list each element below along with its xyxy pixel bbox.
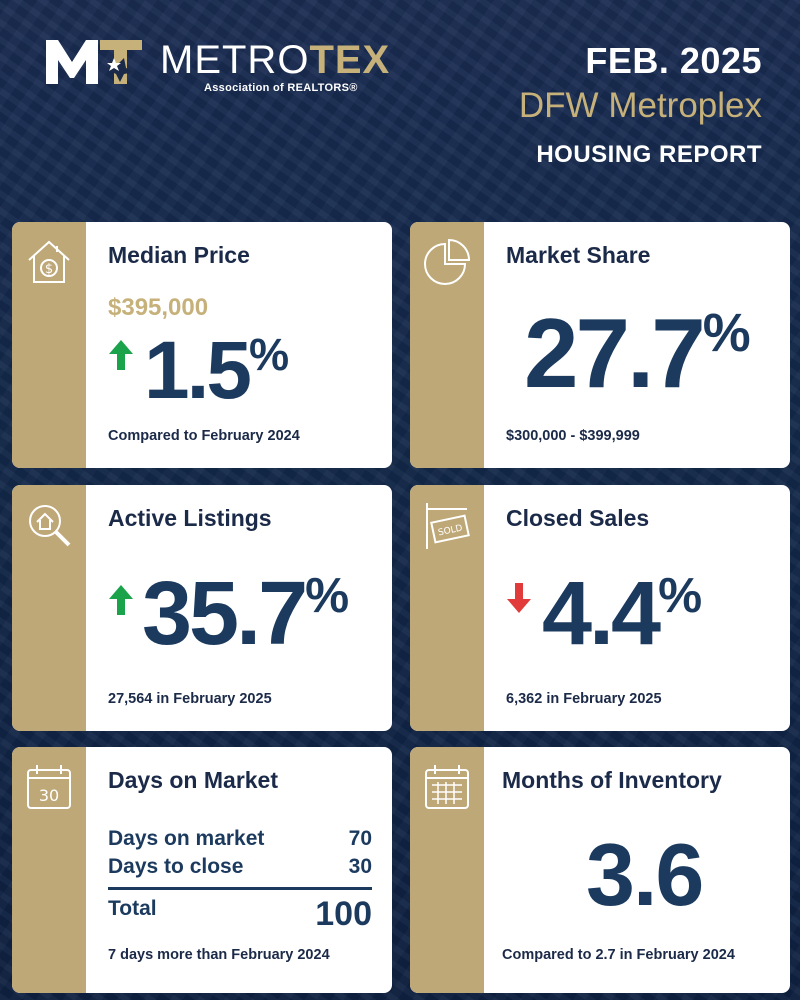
metrotex-logo: METROTEX Association of REALTORS® <box>44 36 389 94</box>
active-listings-card: Active Listings 35.7% 27,564 in February… <box>12 485 392 731</box>
card-footnote: Compared to 2.7 in February 2024 <box>502 947 735 963</box>
metrotex-logo-mark <box>46 40 142 84</box>
pie-chart-icon <box>421 236 473 288</box>
card-title: Market Share <box>506 242 651 268</box>
trend-up-arrow-icon <box>109 585 133 615</box>
card-title: Months of Inventory <box>502 767 722 793</box>
card-footnote: $300,000 - $399,999 <box>506 428 640 444</box>
median-price-card: $ Median Price $395,000 1.5% Compared to… <box>12 222 392 468</box>
total-row: Total 100 <box>108 895 372 933</box>
months-of-inventory-value: 3.6 <box>586 825 704 924</box>
median-price-change: 1.5% <box>144 325 290 416</box>
trend-up-arrow-icon <box>109 340 133 370</box>
closed-sales-change: 4.4% <box>542 564 703 664</box>
card-accent-strip <box>12 747 86 993</box>
house-search-icon <box>23 499 75 551</box>
card-title: Median Price <box>108 242 250 268</box>
report-title: HOUSING REPORT <box>536 141 762 168</box>
card-footnote: 6,362 in February 2025 <box>506 691 662 707</box>
days-on-market-row: Days on market 70 <box>108 827 372 850</box>
trend-down-arrow-icon <box>507 583 531 613</box>
months-of-inventory-card: Months of Inventory 3.6 Compared to 2.7 … <box>410 747 790 993</box>
card-accent-strip <box>410 485 484 731</box>
days-to-close-row: Days to close 30 <box>108 855 372 878</box>
card-title: Closed Sales <box>506 505 650 531</box>
sold-sign-icon: SOLD <box>421 499 473 551</box>
svg-text:30: 30 <box>39 786 59 805</box>
closed-sales-card: SOLD Closed Sales 4.4% 6,362 in February… <box>410 485 790 731</box>
card-accent-strip <box>410 747 484 993</box>
median-price-value: $395,000 <box>108 294 209 321</box>
house-dollar-icon: $ <box>23 236 75 288</box>
card-accent-strip <box>12 222 86 468</box>
card-footnote: Compared to February 2024 <box>108 428 300 444</box>
calendar-30-icon: 30 <box>23 761 75 813</box>
report-region: DFW Metroplex <box>518 86 762 125</box>
card-title: Active Listings <box>108 505 272 531</box>
days-on-market-card: 30 Days on Market Days on market 70 Days … <box>12 747 392 993</box>
svg-text:$: $ <box>45 262 53 277</box>
total-divider <box>108 887 372 890</box>
card-footnote: 27,564 in February 2025 <box>108 691 272 707</box>
report-date: FEB. 2025 <box>585 40 762 81</box>
calendar-grid-icon <box>421 761 473 813</box>
market-share-value: 27.7% <box>524 298 751 408</box>
market-share-card: Market Share 27.7% $300,000 - $399,999 <box>410 222 790 468</box>
card-title: Days on Market <box>108 767 279 793</box>
active-listings-change: 35.7% <box>142 564 350 664</box>
logo-wordmark: METROTEX <box>160 38 391 82</box>
card-footnote: 7 days more than February 2024 <box>108 947 330 963</box>
logo-subtitle: Association of REALTORS® <box>204 82 358 94</box>
